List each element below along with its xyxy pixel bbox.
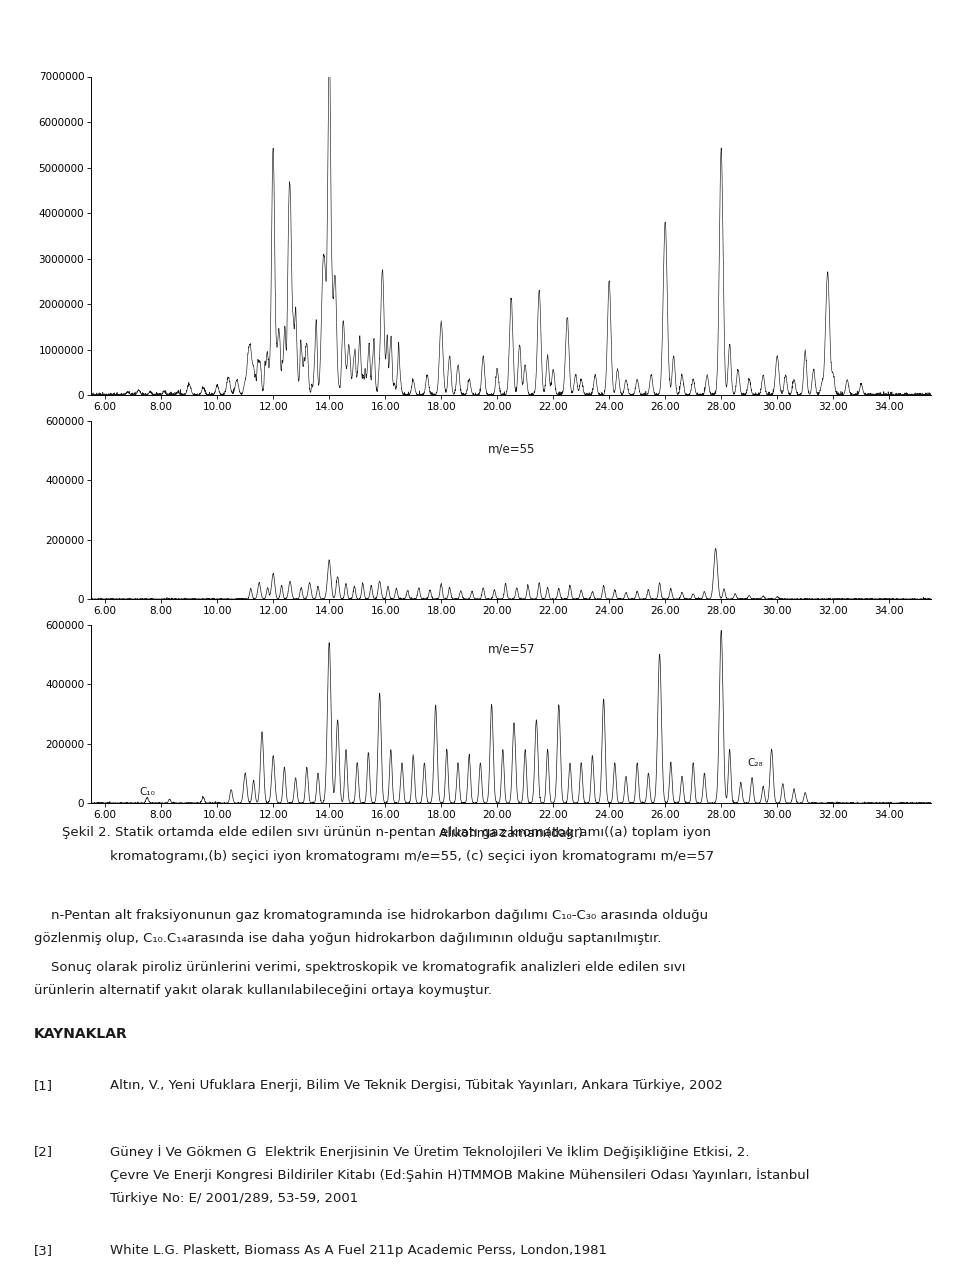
Text: [2]: [2] [34,1145,53,1158]
Text: m/e=55: m/e=55 [488,442,535,455]
Text: gözlenmiş olup, C₁₀.C₁₄arasında ise daha yoğun hidrokarbon dağılımının olduğu sa: gözlenmiş olup, C₁₀.C₁₄arasında ise daha… [34,932,661,945]
Text: KAYNAKLAR: KAYNAKLAR [34,1026,128,1040]
Text: Şekil 2. Statik ortamda elde edilen sıvı ürünün n-pentan eluatı gaz kromatogramı: Şekil 2. Statik ortamda elde edilen sıvı… [62,826,711,839]
Text: Türkiye No: E/ 2001/289, 53-59, 2001: Türkiye No: E/ 2001/289, 53-59, 2001 [110,1192,359,1205]
Text: C₁₀: C₁₀ [139,787,156,797]
X-axis label: Alıkonma zamanı(dak.): Alıkonma zamanı(dak.) [440,827,583,840]
Text: n-Pentan alt fraksiyonunun gaz kromatogramında ise hidrokarbon dağılımı C₁₀-C₃₀ : n-Pentan alt fraksiyonunun gaz kromatogr… [34,909,708,922]
Text: Çevre Ve Enerji Kongresi Bildiriler Kitabı (Ed:Şahin H)TMMOB Makine Mühensileri : Çevre Ve Enerji Kongresi Bildiriler Kita… [110,1168,810,1182]
Text: Güney İ Ve Gökmen G  Elektrik Enerjisinin Ve Üretim Teknolojileri Ve İklim Değiş: Güney İ Ve Gökmen G Elektrik Enerjisinin… [110,1145,750,1159]
Text: White L.G. Plaskett, Biomass As A Fuel 211p Academic Perss, London,1981: White L.G. Plaskett, Biomass As A Fuel 2… [110,1243,608,1257]
Text: [3]: [3] [34,1243,53,1257]
Text: Altın, V., Yeni Ufuklara Enerji, Bilim Ve Teknik Dergisi, Tübitak Yayınları, Ank: Altın, V., Yeni Ufuklara Enerji, Bilim V… [110,1079,723,1091]
Text: ürünlerin alternatif yakıt olarak kullanılabileceğini ortaya koymuştur.: ürünlerin alternatif yakıt olarak kullan… [34,984,492,997]
Text: C₂₈: C₂₈ [747,757,762,768]
Text: m/e=57: m/e=57 [488,643,535,655]
Text: [1]: [1] [34,1079,53,1091]
Text: Sonuç olarak piroliz ürünlerini verimi, spektroskopik ve kromatografik analizler: Sonuç olarak piroliz ürünlerini verimi, … [34,960,685,974]
Text: kromatogramı,(b) seçici iyon kromatogramı m/e=55, (c) seçici iyon kromatogramı m: kromatogramı,(b) seçici iyon kromatogram… [110,850,714,863]
